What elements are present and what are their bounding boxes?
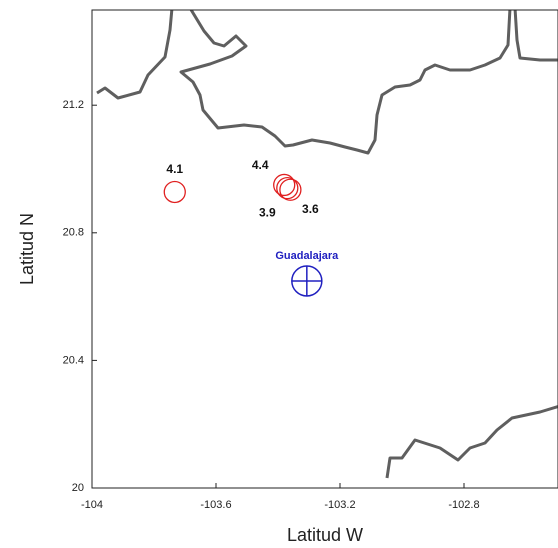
state-border (385, 405, 558, 479)
state-border (96, 10, 174, 100)
y-tick-label: 21.2 (63, 99, 84, 111)
y-tick-label: 20 (72, 482, 84, 494)
earthquake (276, 176, 299, 200)
state-border (179, 10, 512, 155)
x-axis-title: Latitud W (287, 525, 363, 545)
earthquake (279, 178, 302, 201)
plot-frame (91, 9, 558, 489)
y-tick-label: 20.4 (63, 354, 84, 366)
x-tick-label: -104 (81, 499, 103, 511)
earthquake (163, 180, 186, 204)
y-tick-label: 20.8 (63, 227, 84, 239)
x-tick-label: -103.2 (324, 499, 355, 511)
city-label: Guadalajara (275, 250, 339, 262)
x-tick-label: -103.6 (200, 499, 231, 511)
magnitude-label: 3.9 (259, 205, 276, 219)
state-border (513, 10, 558, 62)
x-tick-label: -102.8 (448, 499, 479, 511)
coastline (96, 10, 558, 479)
magnitude-label: 4.4 (252, 158, 269, 172)
magnitude-label: 3.6 (302, 202, 319, 216)
y-axis-title: Latitud N (17, 213, 37, 285)
earthquake (273, 173, 296, 197)
magnitude-label: 4.1 (166, 162, 183, 176)
